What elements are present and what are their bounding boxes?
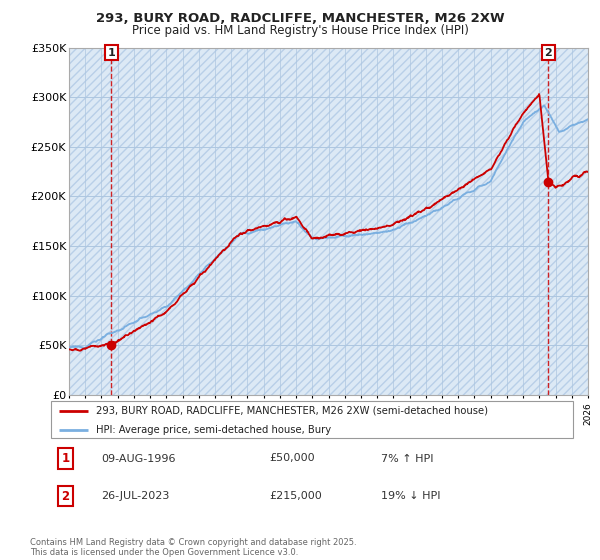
Text: 293, BURY ROAD, RADCLIFFE, MANCHESTER, M26 2XW: 293, BURY ROAD, RADCLIFFE, MANCHESTER, M… (95, 12, 505, 25)
Text: 1: 1 (107, 48, 115, 58)
Text: £50,000: £50,000 (270, 454, 316, 464)
Text: 7% ↑ HPI: 7% ↑ HPI (380, 454, 433, 464)
Text: HPI: Average price, semi-detached house, Bury: HPI: Average price, semi-detached house,… (95, 424, 331, 435)
Text: 26-JUL-2023: 26-JUL-2023 (101, 491, 169, 501)
Text: Contains HM Land Registry data © Crown copyright and database right 2025.
This d: Contains HM Land Registry data © Crown c… (30, 538, 356, 557)
Text: 2: 2 (61, 490, 70, 503)
Text: 1: 1 (61, 452, 70, 465)
Text: Price paid vs. HM Land Registry's House Price Index (HPI): Price paid vs. HM Land Registry's House … (131, 24, 469, 36)
Text: 19% ↓ HPI: 19% ↓ HPI (380, 491, 440, 501)
Text: £215,000: £215,000 (270, 491, 323, 501)
Text: 2: 2 (544, 48, 552, 58)
Text: 293, BURY ROAD, RADCLIFFE, MANCHESTER, M26 2XW (semi-detached house): 293, BURY ROAD, RADCLIFFE, MANCHESTER, M… (95, 405, 488, 416)
Text: 09-AUG-1996: 09-AUG-1996 (101, 454, 175, 464)
FancyBboxPatch shape (50, 402, 574, 437)
